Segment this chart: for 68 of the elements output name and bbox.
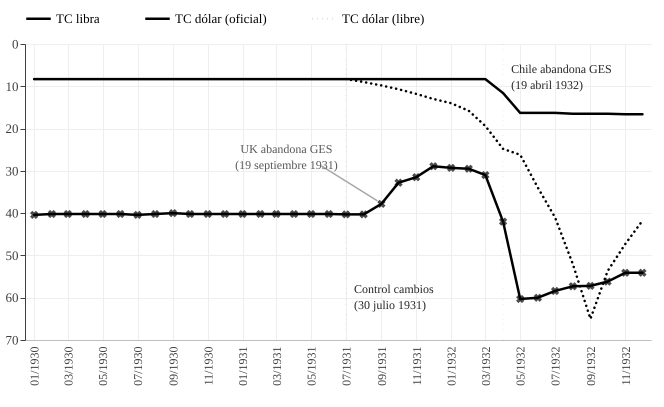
ref-line-label: Control cambios (30 julio 1931) [354, 282, 434, 312]
x-tick-label: 03/1930 [61, 346, 76, 386]
point [394, 178, 403, 187]
point [220, 210, 230, 218]
x-tick-label: 01/1932 [444, 346, 459, 386]
point [133, 210, 142, 219]
point [324, 210, 333, 218]
point [48, 210, 56, 218]
point [498, 217, 508, 226]
y-tick-label: 10 [6, 78, 18, 94]
y-tick-label: 50 [6, 248, 18, 263]
x-tick-label: 05/1930 [96, 346, 110, 386]
point [290, 210, 298, 218]
point [81, 210, 90, 218]
point [586, 282, 595, 290]
point [534, 294, 542, 302]
point [168, 209, 178, 218]
legend-label: TC dólar (libre) [342, 10, 424, 26]
y-tick-label: 70 [6, 332, 18, 348]
point [638, 268, 647, 277]
point [238, 210, 247, 218]
x-tick-label: 07/1930 [131, 346, 146, 386]
point [307, 210, 316, 218]
x-tick-label: 05/1932 [514, 346, 528, 386]
point [412, 173, 420, 182]
point [360, 210, 368, 219]
point [342, 210, 350, 219]
point [204, 210, 212, 218]
y-tick-label: 0 [12, 36, 18, 52]
x-tick-label: 11/1931 [410, 346, 424, 386]
x-tick-label: 11/1932 [618, 346, 633, 386]
y-tick-label: 60 [6, 290, 18, 306]
point [429, 162, 438, 170]
point [98, 210, 107, 218]
point [116, 210, 125, 218]
x-tick-label: 09/1930 [166, 346, 180, 386]
x-tick-label: 07/1932 [548, 346, 563, 386]
point [186, 210, 194, 218]
x-tick-label: 05/1931 [304, 346, 319, 386]
x-tick-label: 03/1931 [270, 346, 284, 386]
legend-label: TC dólar (oficial) [175, 10, 267, 26]
point [481, 170, 490, 180]
point [516, 294, 524, 304]
ref-line-label: Chile abandona GES (19 abril 1932) [511, 62, 612, 92]
point [603, 278, 612, 286]
y-tick-label: 40 [6, 206, 18, 221]
point [621, 268, 630, 277]
annotation: UK abandona GES (19 septiembre 1931) [235, 142, 338, 172]
y-tick-label: 20 [6, 121, 18, 136]
point [568, 282, 577, 290]
x-tick-label: 11/1930 [201, 346, 216, 386]
point [256, 210, 264, 218]
point [550, 286, 560, 296]
x-tick-label: 03/1932 [478, 346, 493, 386]
x-tick-label: 07/1931 [339, 346, 354, 386]
x-tick-label: 09/1931 [374, 346, 389, 386]
point [272, 210, 280, 218]
x-tick-label: 09/1932 [584, 346, 598, 386]
point [151, 210, 160, 218]
point [446, 164, 456, 172]
point [30, 210, 38, 219]
y-tick-label: 30 [6, 163, 18, 178]
x-tick-label: 01/1930 [28, 346, 42, 386]
x-tick-label: 01/1931 [236, 346, 250, 386]
point [64, 210, 72, 218]
point [377, 200, 386, 208]
point [464, 164, 473, 173]
legend-label: TC libra [56, 10, 100, 26]
